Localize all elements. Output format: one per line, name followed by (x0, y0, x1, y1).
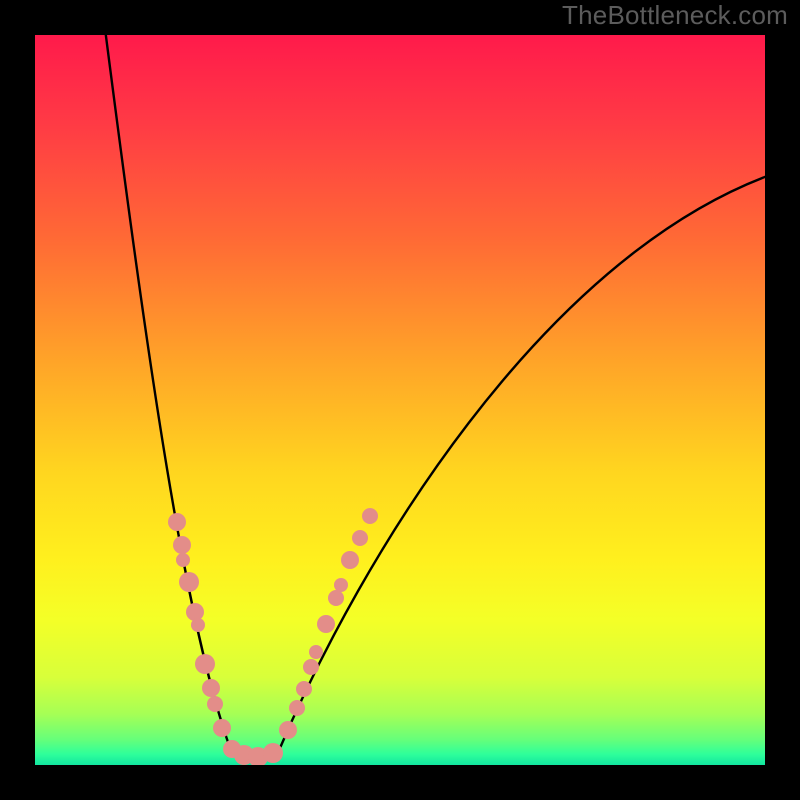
data-marker (279, 721, 297, 739)
chart-stage: TheBottleneck.com (0, 0, 800, 800)
gradient-background (35, 35, 765, 765)
data-marker (195, 654, 215, 674)
bottleneck-chart (0, 0, 800, 800)
data-marker (334, 578, 348, 592)
data-marker (341, 551, 359, 569)
data-marker (352, 530, 368, 546)
data-marker (362, 508, 378, 524)
data-marker (179, 572, 199, 592)
data-marker (296, 681, 312, 697)
data-marker (309, 645, 323, 659)
data-marker (303, 659, 319, 675)
data-marker (173, 536, 191, 554)
watermark-text: TheBottleneck.com (562, 0, 788, 31)
data-marker (263, 743, 283, 763)
data-marker (207, 696, 223, 712)
data-marker (202, 679, 220, 697)
data-marker (213, 719, 231, 737)
data-marker (317, 615, 335, 633)
data-marker (191, 618, 205, 632)
data-marker (328, 590, 344, 606)
data-marker (289, 700, 305, 716)
data-marker (168, 513, 186, 531)
data-marker (186, 603, 204, 621)
data-marker (176, 553, 190, 567)
